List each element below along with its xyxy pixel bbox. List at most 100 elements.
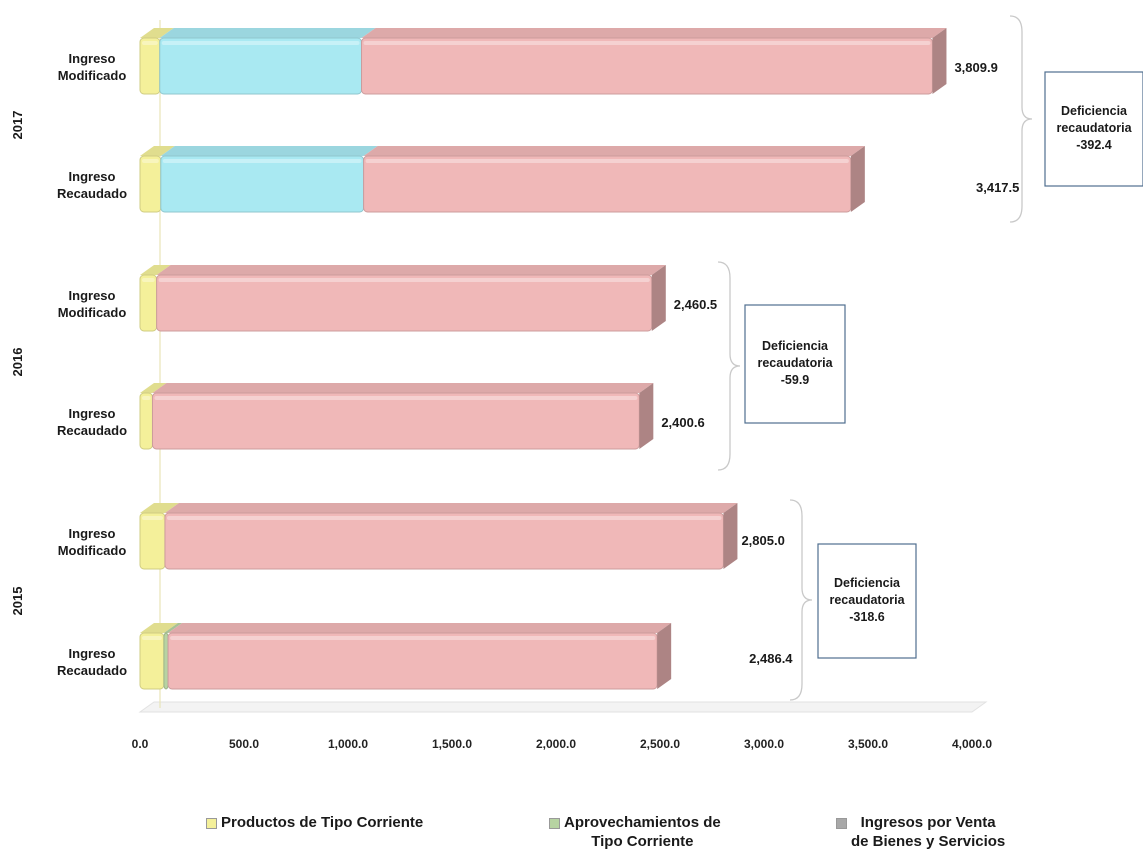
deficiency-value-2017: -392.4 <box>1076 138 1111 152</box>
bar-top-2-1-aprovechamientos <box>163 623 183 633</box>
legend-item-ingresos-venta: Ingresos por Venta de Bienes y Servicios <box>836 813 1005 851</box>
deficiency-title-2017: Deficiencia <box>1061 104 1128 118</box>
bar-segment-0-1-transferencias <box>160 155 365 213</box>
x-tick-label-3: 1,500.0 <box>432 737 472 751</box>
deficiency-title-2016: Deficiencia <box>762 339 829 353</box>
deficiency-brace-2015 <box>789 499 813 701</box>
deficiency-title-2015: Deficiencia <box>834 576 901 590</box>
x-tick-label-4: 2,000.0 <box>536 737 576 751</box>
bar-highlight-2-1-productos <box>142 636 162 640</box>
bar-highlight-0-0-resto <box>363 41 931 45</box>
bar-segment-0-1-resto <box>363 155 852 213</box>
x-tick-label-8: 4,000.0 <box>952 737 992 751</box>
category-label-2-0-2: Modificado <box>58 543 127 558</box>
bar-highlight-0-0-transferencias <box>161 41 360 45</box>
revenue-bar-chart: 0.0 500.0 1,000.0 1,500.0 2,000.0 2,500.0 3,00… <box>10 15 1143 751</box>
bars <box>139 28 947 690</box>
bar-segment-2-0-productos <box>139 512 166 570</box>
deficiency-subtitle-2015: recaudatoria <box>829 593 905 607</box>
bar-segment-2-1-aprovechamientos <box>163 632 169 690</box>
x-axis: 0.0 500.0 1,000.0 1,500.0 2,000.0 2,500.0 3,00… <box>132 20 992 751</box>
bar-side-1-1 <box>639 383 654 449</box>
legend-label-aprovechamientos-1: Aprovechamientos de <box>564 814 721 831</box>
x-tick-label-2: 1,000.0 <box>328 737 368 751</box>
legend-label-productos: Productos de Tipo Corriente <box>221 814 424 831</box>
bar-highlight-2-0-productos <box>142 516 163 520</box>
bar-highlight-1-1-resto <box>154 396 638 400</box>
bar-highlight-0-1-resto <box>365 159 849 163</box>
value-label-1-1: 2,400.6 <box>661 415 704 430</box>
deficiency-box-2016 <box>744 304 846 424</box>
bar-segment-0-0-transferencias <box>159 37 363 95</box>
deficiency-brace-2017 <box>1009 15 1033 223</box>
bar-top-0-1-resto <box>363 146 865 156</box>
x-tick-label-5: 2,500.0 <box>640 737 680 751</box>
value-label-1-0: 2,460.5 <box>674 297 717 312</box>
legend-swatch-productos <box>206 818 217 829</box>
deficiency-brace-2016 <box>717 261 741 471</box>
bar-segment-1-1-productos <box>139 392 153 450</box>
category-label-2-0-1: Ingreso <box>69 526 116 541</box>
value-label-2-0: 2,805.0 <box>741 533 784 548</box>
bar-top-1-0-resto <box>156 265 666 275</box>
category-label-0-1-2: Recaudado <box>57 186 127 201</box>
category-label-1-0-2: Modificado <box>58 305 127 320</box>
bar-highlight-0-1-productos <box>142 159 159 163</box>
labels: Ingreso Modificado 3,809.9 Ingreso Recaudado… <box>10 51 1019 678</box>
year-label-2015: 2015 <box>10 587 25 616</box>
bar-top-0-1-transferencias <box>160 146 378 156</box>
legend-item-aprovechamientos: Aprovechamientos de Tipo Corriente <box>549 813 721 851</box>
value-label-2-1: 2,486.4 <box>749 651 793 666</box>
value-label-0-1: 3,417.5 <box>976 180 1019 195</box>
category-label-0-0-2: Modificado <box>58 68 127 83</box>
bar-top-2-0-resto <box>164 503 738 513</box>
bar-top-0-0-transferencias <box>159 28 376 38</box>
category-label-2-1-2: Recaudado <box>57 663 127 678</box>
category-label-0-0-1: Ingreso <box>69 51 116 66</box>
category-label-1-1-2: Recaudado <box>57 423 127 438</box>
category-label-1-1-1: Ingreso <box>69 406 116 421</box>
bar-highlight-0-0-productos <box>142 41 158 45</box>
bar-top-1-1-productos <box>140 383 167 393</box>
deficiency-subtitle-2016: recaudatoria <box>757 356 833 370</box>
legend-item-productos: Productos de Tipo Corriente <box>206 813 423 832</box>
value-label-0-0: 3,809.9 <box>954 60 997 75</box>
bar-segment-0-0-resto <box>361 37 933 95</box>
bar-segment-0-0-productos <box>139 37 161 95</box>
bar-segment-2-1-productos <box>139 632 165 690</box>
category-label-1-0-1: Ingreso <box>69 288 116 303</box>
legend-label-ingresos-venta-1: Ingresos por Venta <box>860 814 996 831</box>
legend-swatch-ingresos-venta <box>836 818 847 829</box>
bar-top-1-0-productos <box>140 265 171 275</box>
x-tick-label-7: 3,500.0 <box>848 737 888 751</box>
bar-side-0-0 <box>932 28 947 94</box>
bar-highlight-1-0-productos <box>142 278 155 282</box>
bar-highlight-2-0-resto <box>166 516 722 520</box>
year-label-2016: 2016 <box>10 348 25 377</box>
x-tick-label-6: 3,000.0 <box>744 737 784 751</box>
legend-label-aprovechamientos-2: Tipo Corriente <box>591 833 694 850</box>
x-axis-floor <box>138 701 988 713</box>
deficiency-value-2015: -318.6 <box>849 610 884 624</box>
year-label-2017: 2017 <box>10 111 25 140</box>
deficiency-box-2017 <box>1044 71 1143 187</box>
deficiency-subtitle-2017: recaudatoria <box>1056 121 1132 135</box>
legend-swatch-aprovechamientos <box>549 818 560 829</box>
bar-highlight-1-1-productos <box>142 396 151 400</box>
bar-side-2-0 <box>723 503 738 569</box>
bar-top-1-1-resto <box>152 383 654 393</box>
bar-highlight-1-0-resto <box>158 278 650 282</box>
bar-segment-2-1-resto <box>167 632 658 690</box>
category-label-0-1-1: Ingreso <box>69 169 116 184</box>
bar-segment-2-0-resto <box>164 512 724 570</box>
deficiency-value-2016: -59.9 <box>781 373 810 387</box>
bar-top-0-0-resto <box>361 28 947 38</box>
annotations: Deficiencia recaudatoria -392.4 Deficiencia… <box>717 15 1143 701</box>
deficiency-box-2015 <box>817 543 917 659</box>
bar-highlight-0-1-transferencias <box>162 159 362 163</box>
bar-side-1-0 <box>651 265 666 331</box>
bar-segment-1-0-resto <box>156 274 653 332</box>
legend-label-ingresos-venta-2: de Bienes y Servicios <box>851 833 1006 850</box>
x-tick-label-0: 0.0 <box>132 737 149 751</box>
bar-segment-1-0-productos <box>139 274 158 332</box>
